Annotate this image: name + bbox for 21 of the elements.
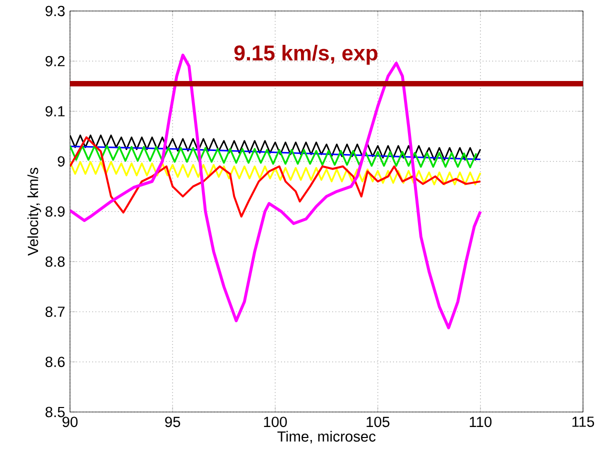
x-tick-label: 105 [366, 416, 390, 428]
x-axis-title: Time, microsec [277, 430, 376, 444]
line-series [70, 136, 482, 218]
x-tick-label: 115 [572, 416, 594, 427]
y-tick-label: 8.5 [46, 406, 65, 418]
y-tick-label: 9 [58, 156, 65, 167]
y-tick-label: 9.1 [46, 106, 65, 116]
y-tick-label: 8.6 [46, 356, 65, 368]
line-series [70, 144, 478, 168]
x-tick-label: 90 [62, 416, 78, 428]
y-axis-title: Velocity, km/s [27, 168, 42, 256]
y-tick-label: 8.9 [46, 206, 65, 217]
ref-line-label: 9.15 km/s, exp [234, 44, 378, 65]
y-tick-label: 8.8 [46, 256, 65, 267]
y-tick-label: 9.2 [46, 56, 65, 66]
x-tick-label: 100 [264, 416, 287, 428]
y-tick-label: 8.7 [46, 306, 65, 317]
y-tick-label: 9.3 [46, 6, 65, 16]
x-tick-label: 95 [165, 416, 180, 428]
x-tick-label: 110 [470, 416, 492, 428]
line-series [70, 161, 482, 186]
